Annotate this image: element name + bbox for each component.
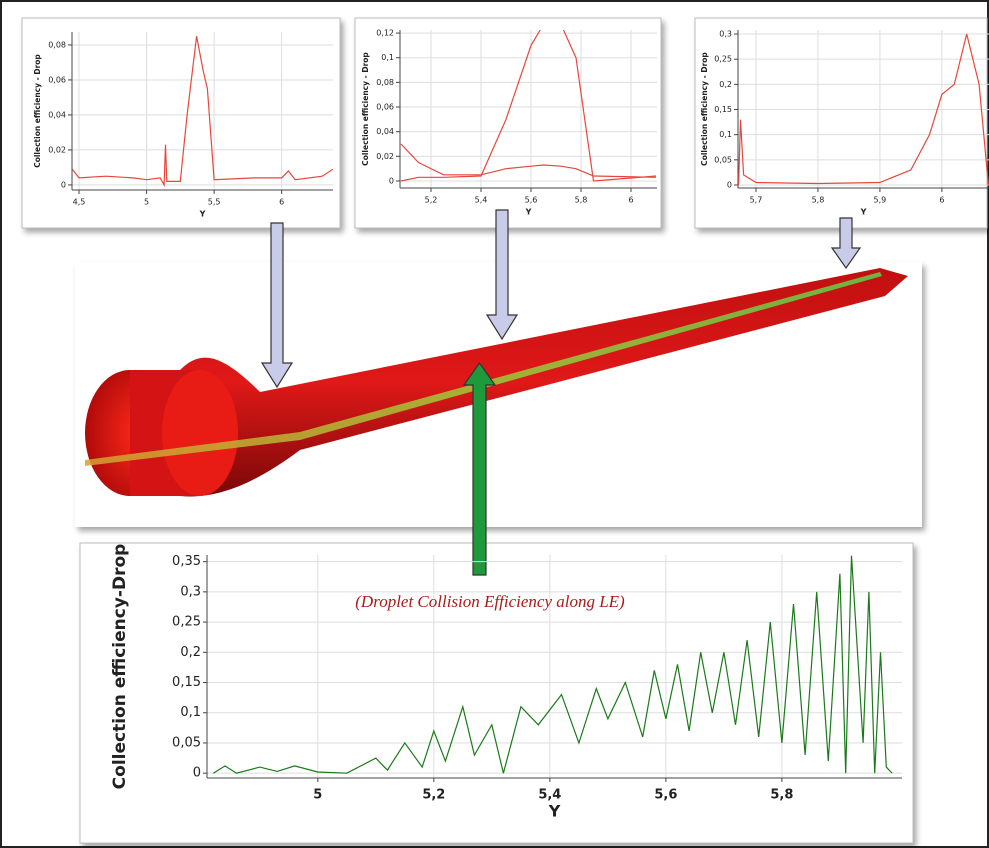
x-tick-label: 6 bbox=[939, 196, 944, 205]
x-axis-label: Y bbox=[860, 208, 867, 217]
x-tick-label: 5,6 bbox=[654, 788, 677, 803]
figure: 0 0,02 0,04 0,06 0,08 4,5 5 5,5 6 Collection effi… bbox=[0, 0, 989, 848]
y-axis-label: Collection efficiency-Drop bbox=[110, 544, 130, 790]
y-tick-label: 0,1 bbox=[381, 53, 394, 62]
y-tick-label: 0 bbox=[727, 180, 732, 189]
y-axis-label: Collection efficiency - Drop bbox=[33, 54, 42, 168]
x-tick-label: 5 bbox=[313, 788, 322, 803]
y-tick-label: 0,02 bbox=[48, 145, 66, 154]
x-tick-label: 5,4 bbox=[475, 196, 488, 205]
x-tick-label: 5,2 bbox=[425, 196, 438, 205]
x-tick-label: 5,2 bbox=[422, 788, 445, 803]
y-axis-label: Collection efficiency - Drop bbox=[700, 52, 709, 166]
y-tick-label: 0,25 bbox=[714, 55, 732, 64]
y-tick-label: 0,12 bbox=[376, 29, 394, 38]
y-tick-label: 0,06 bbox=[376, 103, 394, 112]
x-tick-label: 6 bbox=[279, 198, 284, 207]
y-tick-label: 0,08 bbox=[48, 40, 66, 49]
panel bbox=[22, 18, 340, 228]
x-tick-label: 4,5 bbox=[73, 198, 86, 207]
x-tick-label: 5,8 bbox=[812, 196, 825, 205]
y-tick-label: 0,04 bbox=[48, 110, 66, 119]
x-tick-label: 5,6 bbox=[525, 196, 538, 205]
x-tick-label: 5,5 bbox=[208, 198, 221, 207]
x-tick-label: 6 bbox=[628, 196, 633, 205]
y-tick-label: 0,05 bbox=[172, 735, 201, 750]
y-tick-label: 0,15 bbox=[172, 675, 201, 690]
x-tick-label: 5 bbox=[144, 198, 149, 207]
y-axis-label: Collection efficiency - Drop bbox=[361, 52, 370, 166]
y-tick-label: 0 bbox=[61, 180, 66, 189]
y-tick-label: 0 bbox=[389, 176, 394, 185]
y-tick-label: 0 bbox=[193, 766, 201, 781]
y-tick-label: 0,15 bbox=[714, 105, 732, 114]
y-tick-label: 0,25 bbox=[172, 615, 201, 630]
x-axis-label: Y bbox=[548, 802, 561, 821]
y-tick-label: 0,04 bbox=[376, 127, 394, 136]
y-tick-label: 0,05 bbox=[714, 155, 732, 164]
y-tick-label: 0,08 bbox=[376, 78, 394, 87]
y-tick-label: 0,2 bbox=[180, 645, 201, 660]
x-tick-label: 5,9 bbox=[874, 196, 887, 205]
x-axis-label: Y bbox=[199, 210, 206, 219]
y-tick-label: 0,06 bbox=[48, 75, 66, 84]
x-axis-label: Y bbox=[525, 208, 532, 217]
annotation: (Droplet Collision Efficiency along LE) bbox=[355, 592, 625, 611]
y-tick-label: 0,3 bbox=[719, 30, 732, 39]
panel bbox=[355, 18, 661, 228]
y-tick-label: 0,2 bbox=[719, 80, 732, 89]
y-tick-label: 0,02 bbox=[376, 152, 394, 161]
x-tick-label: 5,4 bbox=[538, 788, 561, 803]
y-tick-label: 0,1 bbox=[180, 705, 201, 720]
x-tick-label: 5,8 bbox=[575, 196, 588, 205]
y-tick-label: 0,1 bbox=[719, 130, 732, 139]
x-tick-label: 5,7 bbox=[750, 196, 763, 205]
y-tick-label: 0,3 bbox=[180, 584, 201, 599]
x-tick-label: 5,8 bbox=[770, 788, 793, 803]
y-tick-label: 0,35 bbox=[172, 554, 201, 569]
hub-face bbox=[162, 370, 238, 496]
